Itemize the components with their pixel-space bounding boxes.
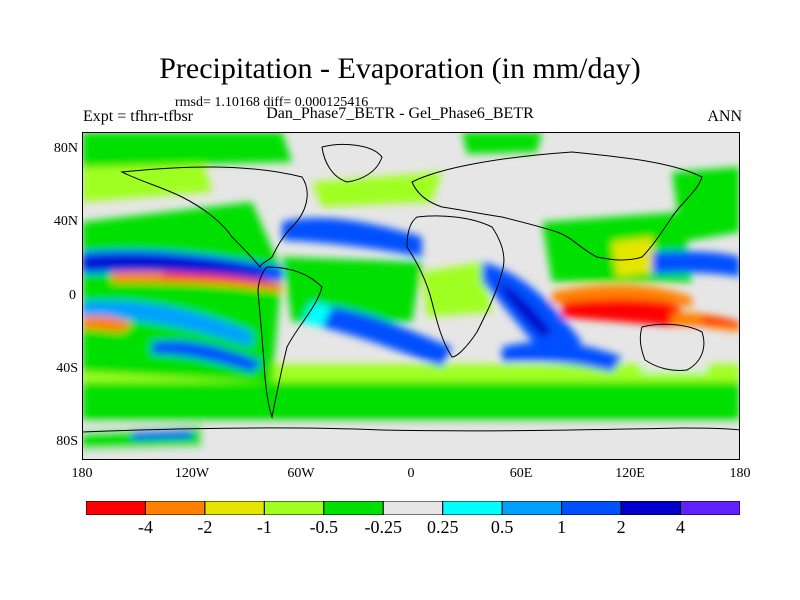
asia-yellow [612,237,657,277]
colorbar-label: -1 [256,517,272,537]
maritime-orange [552,285,692,307]
greenland-coast [321,143,383,183]
northeast-pacific [672,167,740,242]
coastlines [82,143,740,433]
experiment-label: Expt = tfhrr-tfbsr [83,108,194,125]
lat-tick-40s: 40S [56,361,78,376]
colorbar-segment [620,501,682,515]
colorbar-label: 0.25 [426,517,459,537]
colorbar-label: 0.5 [490,517,514,537]
colorbar [86,501,740,515]
comparison-label: Dan_Phase7_BETR - Gel_Phase6_BETR [266,105,534,122]
colorbar-segment [86,501,146,515]
pacific-dry-band [112,271,282,292]
lon-tick-60w: 60W [287,466,315,481]
west-pacific-blue [652,251,740,277]
lon-tick-120w: 120W [174,466,210,481]
arctic-green [82,132,292,167]
lon-tick-180w: 180 [71,466,93,481]
precipitation-map [82,132,740,460]
colorbar-segment [144,501,206,515]
colorbar-segment [263,501,325,515]
colorbar-segment [204,501,265,515]
pacific-itcz-core [82,256,262,276]
lon-tick-120e: 120E [615,466,645,481]
season-label: ANN [707,108,742,125]
maritime-red [562,295,682,327]
lat-tick-40n: 40N [53,214,78,229]
map-title: Precipitation - Evaporation (in mm/day) [159,52,641,85]
africa-coast [406,215,505,358]
colorbar-segment [561,501,622,515]
australia-coast [639,323,705,371]
south-atlantic-light [302,302,332,327]
colorbar-label: -2 [197,517,213,537]
west-pacific-red [702,317,740,326]
south-america-coast [257,266,323,419]
arctic-light [462,132,542,154]
north-atlantic-blue [282,217,422,257]
pacific-red-streak [162,272,272,286]
south-pacific-wet [152,340,262,372]
colorbar-label: 2 [616,517,626,537]
lon-tick-0: 0 [407,466,415,481]
colorbar-label: 4 [676,517,686,537]
north-pacific-region [82,157,212,202]
lon-tick-60e: 60E [509,466,533,481]
colorbar-segment [442,501,503,515]
colorbar-label: -4 [137,517,153,537]
lat-tick-80s: 80S [56,434,78,449]
europe-asia-coast [411,151,703,261]
colorbar-label: -0.5 [309,517,339,537]
colorbar-segment [323,501,384,515]
lat-tick-0: 0 [69,288,76,303]
north-america-coast [120,166,308,268]
lat-tick-80n: 80N [53,141,78,156]
africa-green [422,262,492,317]
colorbar-segment [382,501,444,515]
south-atlantic-blue [322,307,452,367]
southern-ocean-band [82,377,740,422]
antarctic-blue [132,430,192,440]
stats-line: rmsd= 1.10168 diff= 0.000125416 [175,95,369,110]
lon-tick-180e: 180 [729,466,751,481]
south-pacific-dry [82,315,132,332]
colorbar-segment [501,501,563,515]
map-frame [82,132,740,460]
colorbar-label: -0.25 [364,517,403,537]
south-pacific-blue [82,300,252,347]
australia-dry [642,332,707,372]
colorbar-label: 1 [557,517,567,537]
colorbar-segment [680,501,740,515]
south-indian-blue [502,341,622,372]
antarctica-coast [82,427,740,433]
indian-ocean-core [502,282,552,337]
